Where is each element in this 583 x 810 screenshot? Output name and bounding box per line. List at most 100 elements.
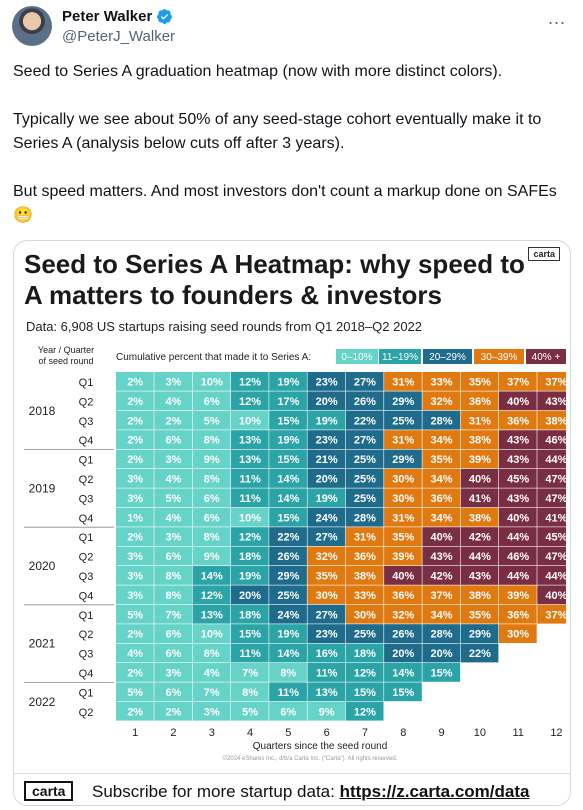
heatmap-cell-value: 9% xyxy=(319,706,335,718)
heatmap-cell-value: 29% xyxy=(392,396,414,408)
heatmap-cell-value: 39% xyxy=(469,454,491,466)
heatmap-cell-value: 2% xyxy=(127,377,143,389)
heatmap-cell-value: 44% xyxy=(469,551,491,563)
heatmap-cell-value: 38% xyxy=(354,571,376,583)
heatmap-cell xyxy=(269,682,307,702)
heatmap-cell xyxy=(384,566,422,585)
subscribe-link[interactable]: https://z.carta.com/data xyxy=(339,782,530,801)
heatmap-cell xyxy=(192,585,231,605)
year-label: 2022 xyxy=(29,695,56,709)
heatmap-cell-value: 23% xyxy=(316,377,338,389)
x-axis-label: Quarters since the seed round xyxy=(253,741,388,752)
heatmap-cell-value: 34% xyxy=(431,474,453,486)
heatmap-cell xyxy=(269,507,307,527)
heatmap-cell-value: 38% xyxy=(469,590,491,602)
heatmap-cell xyxy=(499,624,537,643)
author-handle[interactable]: @PeterJ_Walker xyxy=(62,28,176,45)
heatmap-cell xyxy=(230,469,269,488)
heatmap-cell xyxy=(192,643,231,663)
heatmap-cell-value: 44% xyxy=(545,571,566,583)
quarter-label: Q1 xyxy=(79,610,94,622)
heatmap-cell xyxy=(345,604,384,624)
heatmap-cell-value: 5% xyxy=(204,415,220,427)
x-tick-label: 8 xyxy=(400,727,406,739)
heatmap-cell-value: 8% xyxy=(204,474,220,486)
heatmap-cell xyxy=(499,449,537,469)
heatmap-cell xyxy=(116,682,154,702)
tweet-image[interactable]: Seed to Series A Heatmap: why speed to A… xyxy=(13,240,571,806)
heatmap-cell-value: 22% xyxy=(354,415,376,427)
heatmap-cell xyxy=(269,391,307,411)
heatmap-cell xyxy=(116,410,154,430)
heatmap-cell xyxy=(345,372,384,391)
heatmap-cell xyxy=(307,624,346,643)
more-options-icon[interactable]: ... xyxy=(547,8,566,28)
heatmap-cell xyxy=(384,604,422,624)
heatmap-cell-value: 20% xyxy=(316,396,338,408)
heatmap-cell xyxy=(422,469,461,488)
x-tick-label: 11 xyxy=(512,727,523,739)
heatmap-cell-value: 2% xyxy=(127,706,143,718)
heatmap-cell-value: 10% xyxy=(239,512,261,524)
legend-item-label: 30–39% xyxy=(481,352,518,363)
heatmap-cell-value: 17% xyxy=(277,396,299,408)
heatmap-cell-value: 47% xyxy=(545,493,566,505)
heatmap-cell xyxy=(537,604,570,624)
heatmap-cell xyxy=(154,566,192,585)
author-name[interactable]: Peter Walker xyxy=(62,8,153,25)
heatmap-cell-value: 34% xyxy=(431,512,453,524)
heatmap-cell xyxy=(345,410,384,430)
heatmap-cell xyxy=(460,372,499,391)
heatmap-cell xyxy=(154,469,192,488)
legend-item-label: 11–19% xyxy=(382,352,418,363)
heatmap-cell-value: 4% xyxy=(127,648,143,660)
heatmap-cell xyxy=(230,410,269,430)
heatmap-cell-value: 27% xyxy=(316,532,338,544)
heatmap-cell xyxy=(154,488,192,508)
heatmap-cell-value: 9% xyxy=(204,551,220,563)
heatmap-cell-value: 2% xyxy=(165,706,181,718)
heatmap-cell xyxy=(192,488,231,508)
heatmap-cell-value: 15% xyxy=(431,668,453,680)
legend-swatch xyxy=(423,349,472,364)
heatmap-cell xyxy=(192,469,231,488)
heatmap-cell xyxy=(422,566,461,585)
heatmap-cell-value: 14% xyxy=(201,571,223,583)
heatmap-cell-value: 38% xyxy=(469,435,491,447)
heatmap-cell-value: 25% xyxy=(354,454,376,466)
heatmap-cell xyxy=(154,604,192,624)
heatmap-cell-value: 29% xyxy=(277,571,299,583)
heatmap-cell-value: 32% xyxy=(392,609,414,621)
heatmap-cell-value: 5% xyxy=(242,706,258,718)
heatmap-cell-value: 19% xyxy=(277,377,299,389)
heatmap-cell-value: 35% xyxy=(469,609,491,621)
heatmap-cell-value: 25% xyxy=(354,629,376,641)
author-name-row: Peter Walker xyxy=(62,8,173,25)
heatmap-cell xyxy=(345,469,384,488)
row-header-line: of seed round xyxy=(38,356,93,366)
heatmap-cell xyxy=(269,624,307,643)
heatmap-cell xyxy=(230,604,269,624)
heatmap-cell-value: 1% xyxy=(127,512,143,524)
heatmap-cell xyxy=(230,663,269,682)
heatmap-cell-value: 6% xyxy=(165,687,181,699)
heatmap-cell xyxy=(230,546,269,566)
heatmap-cell-value: 13% xyxy=(316,687,338,699)
subscribe-text: Subscribe for more startup data: https:/… xyxy=(92,782,529,802)
heatmap-cell xyxy=(345,663,384,682)
heatmap-subtitle: Data: 6,908 US startups raising seed rou… xyxy=(26,319,423,334)
heatmap-cell xyxy=(537,546,570,566)
x-tick-label: 4 xyxy=(247,727,253,739)
legend-swatch xyxy=(526,349,566,364)
heatmap-cell xyxy=(499,585,537,605)
heatmap-cell-value: 30% xyxy=(316,590,338,602)
x-tick-label: 6 xyxy=(324,727,330,739)
avatar[interactable] xyxy=(12,6,52,46)
heatmap-cell xyxy=(422,585,461,605)
heatmap-cell-value: 43% xyxy=(431,551,453,563)
heatmap-cell-value: 46% xyxy=(507,551,529,563)
heatmap-cell-value: 26% xyxy=(392,629,414,641)
heatmap-cell xyxy=(499,604,537,624)
heatmap-cell-value: 43% xyxy=(507,435,529,447)
heatmap-cell xyxy=(537,507,570,527)
